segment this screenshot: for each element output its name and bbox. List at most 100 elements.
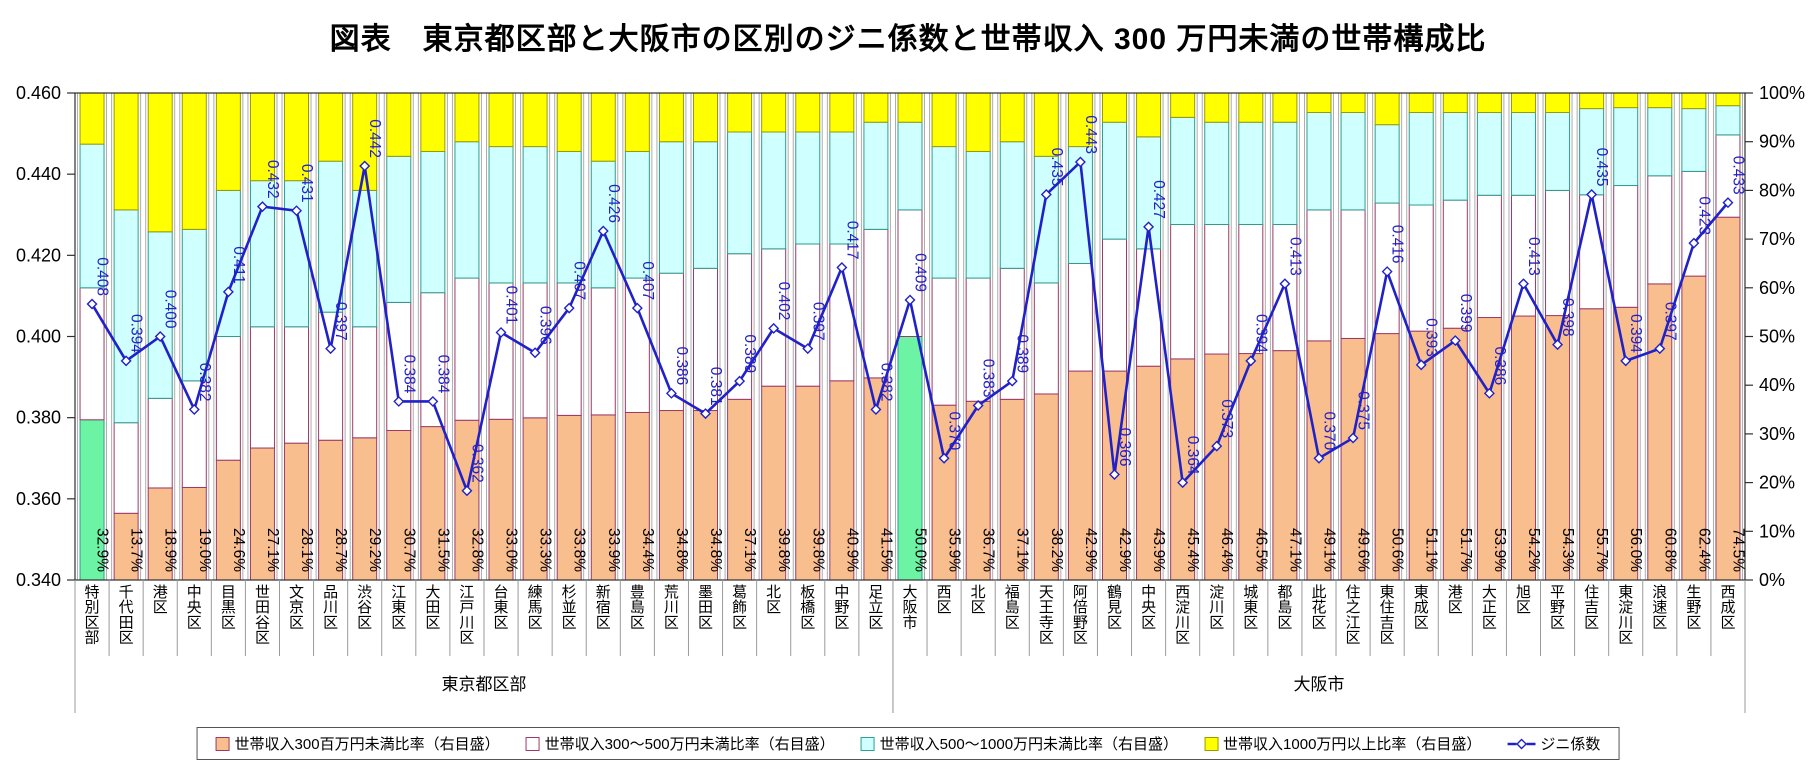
- legend-swatch-cyan: [860, 736, 875, 751]
- gini-value-label: 0.435: [1048, 148, 1065, 187]
- category-label: 杉並区: [562, 584, 577, 631]
- gini-marker: [291, 205, 303, 217]
- category-label: 千代田区: [119, 584, 134, 647]
- bar-percent-label: 19.0%: [196, 528, 213, 572]
- bar-segment: [1272, 92, 1298, 123]
- bar-segment: [1306, 92, 1332, 113]
- bar-segment: [181, 380, 207, 488]
- bar-segment: [658, 92, 684, 143]
- bar-segment: [1681, 275, 1707, 581]
- legend-swatch-orange: [215, 736, 230, 751]
- bar-segment: [318, 439, 344, 581]
- bar-percent-label: 74.5%: [1729, 528, 1746, 572]
- gini-marker: [1347, 432, 1359, 444]
- bar-segment: [1101, 238, 1127, 372]
- bar-segment: [113, 422, 139, 514]
- gini-marker: [665, 387, 677, 399]
- category-label: 此花区: [1311, 584, 1326, 631]
- category-label: 渋谷区: [357, 584, 372, 631]
- gini-marker: [1517, 278, 1529, 290]
- bar-segment: [590, 414, 616, 581]
- bar-percent-label: 32.8%: [468, 528, 485, 572]
- bar-percent-label: 50.0%: [912, 528, 929, 572]
- bar-segment: [420, 426, 446, 581]
- category-label: 港区: [153, 584, 168, 616]
- bar-segment: [590, 287, 616, 416]
- category-label: 台東区: [494, 584, 509, 631]
- bar-segment: [1681, 170, 1707, 277]
- bar-segment: [1033, 92, 1059, 157]
- gini-line-series: 0.408 0.394 0.400 0.382 0.411 0.432 0.431 0.397…: [86, 115, 1746, 497]
- gini-value-label: 0.394: [128, 314, 145, 353]
- gini-value-label: 0.433: [1729, 156, 1746, 195]
- category-label: 中央区: [187, 584, 202, 631]
- bar-segment: [1272, 121, 1298, 225]
- bar-segment: [829, 380, 855, 581]
- gini-marker: [1143, 221, 1155, 233]
- gini-marker: [1620, 355, 1632, 367]
- bar-percent-label: 47.1%: [1286, 528, 1303, 572]
- category-label: 鶴見区: [1107, 584, 1122, 631]
- bar-segment: [1204, 92, 1230, 123]
- category-label: 浪速区: [1652, 584, 1667, 631]
- bar-segment: [1136, 92, 1162, 138]
- bar-segment: [1681, 92, 1707, 110]
- bar-segment: [1442, 199, 1468, 329]
- gini-marker: [256, 201, 268, 213]
- bar-segment: [454, 141, 480, 279]
- gini-value-label: 0.384: [400, 355, 417, 394]
- gini-marker: [1552, 339, 1564, 351]
- right-axis-tick-label: 10%: [1759, 521, 1795, 541]
- gini-value-label: 0.382: [877, 363, 894, 402]
- bar-segment: [658, 272, 684, 412]
- bar-segment: [249, 326, 275, 449]
- gini-value-label: 0.386: [673, 347, 690, 386]
- bar-segment: [795, 131, 821, 245]
- gini-value-label: 0.370: [946, 411, 963, 450]
- gini-marker: [120, 355, 132, 367]
- bar-segment: [1579, 308, 1605, 581]
- bar-segment: [693, 141, 719, 269]
- gini-value-label: 0.435: [1593, 148, 1610, 187]
- gini-value-label: 0.394: [1252, 314, 1269, 353]
- gini-marker: [1688, 237, 1700, 249]
- bar-percent-label: 55.7%: [1593, 528, 1610, 572]
- bar-segment: [658, 141, 684, 274]
- bar-percent-label: 39.8%: [775, 528, 792, 572]
- gini-marker: [1722, 197, 1734, 209]
- category-label: 江東区: [391, 584, 406, 631]
- bar-segment: [1408, 92, 1434, 113]
- bar-segment: [829, 92, 855, 133]
- category-label: 中央区: [1141, 584, 1156, 631]
- bar-segment: [624, 150, 650, 279]
- left-axis-tick-label: 0.420: [16, 245, 61, 265]
- bar-segment: [1476, 92, 1502, 113]
- category-label: 福島区: [1005, 584, 1020, 631]
- category-label: 江戸川区: [459, 584, 474, 647]
- chart-title: 図表 東京都区部と大阪市の区別のジニ係数と世帯収入 300 万円未満の世帯構成比: [329, 23, 1487, 56]
- bar-segment: [931, 146, 957, 279]
- category-label: 新宿区: [596, 584, 611, 631]
- bar-percent-label: 60.8%: [1661, 528, 1678, 572]
- gini-marker: [393, 395, 405, 407]
- gini-value-label: 0.409: [912, 253, 929, 292]
- bar-segment: [1613, 92, 1639, 109]
- bar-percent-label: 43.9%: [1150, 528, 1167, 572]
- bar-segment: [113, 512, 139, 581]
- bar-percent-label: 49.6%: [1355, 528, 1372, 572]
- gini-marker: [1313, 452, 1325, 464]
- category-label: 城東区: [1243, 584, 1258, 631]
- bar-segment: [693, 410, 719, 581]
- gini-value-label: 0.397: [1661, 302, 1678, 341]
- bar-segment: [1170, 223, 1196, 360]
- category-label: 葛飾区: [732, 584, 747, 631]
- bar-segment: [147, 231, 173, 399]
- bar-segment: [1510, 92, 1536, 113]
- bar-segment: [1136, 248, 1162, 367]
- bar-segment: [556, 414, 582, 581]
- bar-percent-label: 45.4%: [1184, 528, 1201, 572]
- gini-marker: [1654, 343, 1666, 355]
- gini-marker: [1040, 188, 1052, 200]
- bar-segment: [1442, 111, 1468, 201]
- bar-percent-label: 28.7%: [332, 528, 349, 572]
